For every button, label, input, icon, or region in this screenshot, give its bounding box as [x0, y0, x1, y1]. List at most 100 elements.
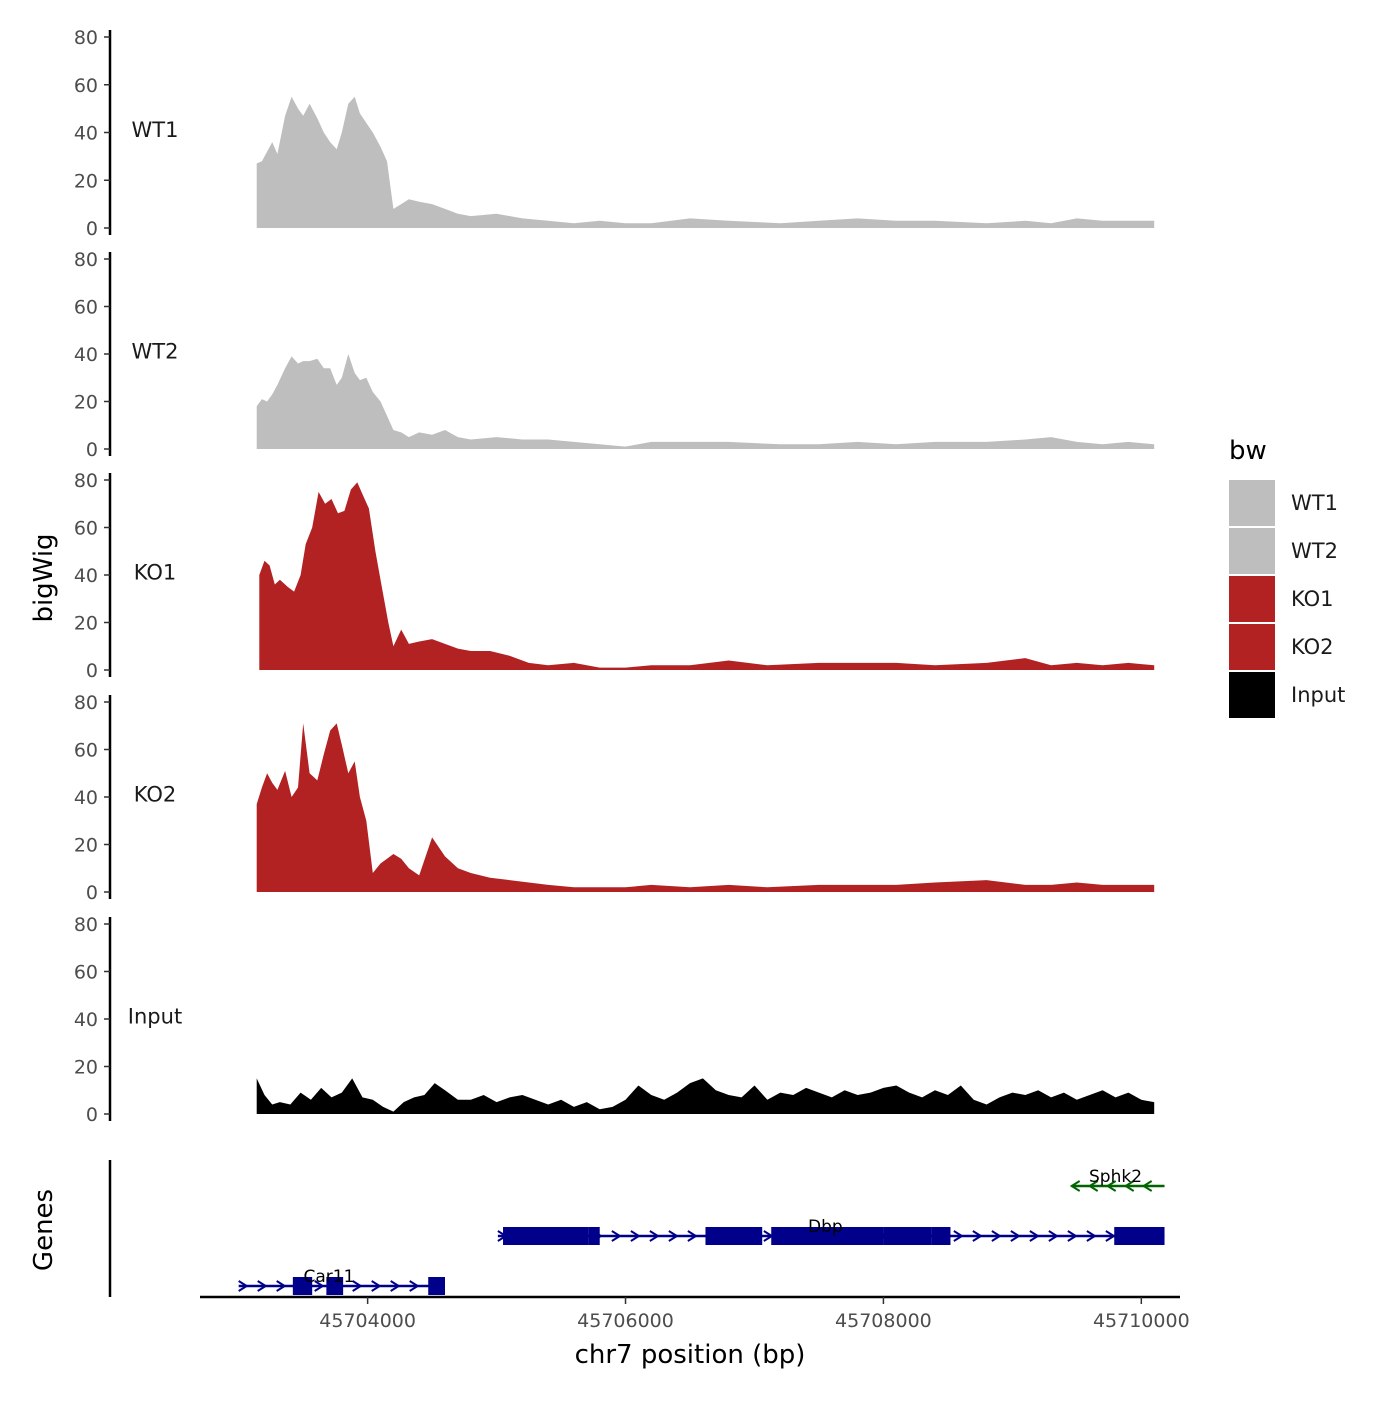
y-axis-title: bigWig — [29, 533, 59, 622]
legend-label: Input — [1291, 683, 1345, 707]
legend-label: KO1 — [1291, 587, 1334, 611]
exon — [503, 1227, 589, 1245]
exon — [326, 1277, 344, 1295]
y-tick-label: 80 — [74, 470, 98, 492]
x-axis: 45704000 45706000 45708000 45710000 — [200, 1295, 1190, 1332]
strand-arrow — [352, 1280, 363, 1292]
track-label: WT2 — [132, 340, 179, 364]
area-ko1 — [259, 482, 1155, 670]
strand-arrow — [1069, 1180, 1081, 1192]
legend: bw WT1 WT2 KO1 KO2 Input — [1229, 436, 1345, 718]
strand-arrow — [1141, 1180, 1153, 1192]
legend-label: WT1 — [1291, 491, 1338, 515]
y-tick-label: 20 — [74, 170, 98, 192]
gene-label: Dbp — [808, 1217, 843, 1237]
area-wt1 — [256, 96, 1155, 228]
strand-arrow — [314, 1280, 325, 1292]
exon — [428, 1277, 445, 1295]
legend-label: KO2 — [1291, 635, 1334, 659]
strand-arrow — [238, 1280, 249, 1292]
y-tick-label: 0 — [86, 660, 98, 682]
track-ko2: 0 20 40 60 80 KO2 — [74, 692, 1155, 904]
strand-arrow — [1105, 1230, 1116, 1242]
area-input — [256, 1078, 1155, 1114]
gene-sphk2: Sphk2 — [1069, 1167, 1165, 1192]
track-label: KO1 — [134, 561, 177, 585]
strand-arrow — [649, 1230, 660, 1242]
y-tick-label: 80 — [74, 27, 98, 49]
y-tick-label: 60 — [74, 962, 98, 984]
track-label: Input — [128, 1005, 182, 1029]
track-input: 0 20 40 60 80 Input — [74, 914, 1155, 1126]
y-tick-label: 40 — [74, 1009, 98, 1031]
area-wt2 — [256, 354, 1155, 449]
legend-label: WT2 — [1291, 539, 1338, 563]
strand-arrow — [276, 1280, 287, 1292]
strand-arrow — [1086, 1230, 1097, 1242]
track-ko1: 0 20 40 60 80 KO1 — [74, 470, 1155, 682]
legend-swatch — [1229, 576, 1275, 622]
gene-track: Car11 Dbp Sphk2 — [108, 1160, 1165, 1297]
x-tick-label: 45706000 — [577, 1310, 674, 1332]
x-tick-label: 45704000 — [319, 1310, 416, 1332]
strand-arrow — [953, 1230, 964, 1242]
y-tick-label: 40 — [74, 344, 98, 366]
exon — [588, 1227, 600, 1245]
strand-arrow — [390, 1280, 401, 1292]
y-tick-label: 20 — [74, 1057, 98, 1079]
gene-label: Car11 — [303, 1267, 354, 1287]
track-wt1: 0 20 40 60 80 WT1 — [74, 27, 1155, 240]
track-label: WT1 — [132, 118, 179, 142]
legend-swatch — [1229, 624, 1275, 670]
y-tick-label: 20 — [74, 392, 98, 414]
legend-swatch — [1229, 480, 1275, 526]
y-tick-label: 40 — [74, 787, 98, 809]
x-tick-label: 45710000 — [1093, 1310, 1190, 1332]
y-tick-label: 0 — [86, 882, 98, 904]
x-tick-label: 45708000 — [835, 1310, 932, 1332]
y-tick-label: 20 — [74, 613, 98, 635]
legend-title: bw — [1229, 436, 1267, 466]
strand-arrow — [1010, 1230, 1021, 1242]
gene-dbp: Dbp — [497, 1217, 1165, 1245]
track-wt2: 0 20 40 60 80 WT2 — [74, 249, 1155, 461]
strand-arrow — [1048, 1230, 1059, 1242]
genes-axis-title: Genes — [29, 1189, 59, 1271]
strand-arrow — [1123, 1180, 1135, 1192]
y-tick-label: 20 — [74, 835, 98, 857]
track-label: KO2 — [134, 783, 177, 807]
strand-arrow — [257, 1280, 268, 1292]
exon — [705, 1227, 763, 1245]
legend-swatch — [1229, 672, 1275, 718]
y-tick-label: 40 — [74, 565, 98, 587]
exon — [1114, 1227, 1165, 1245]
y-tick-label: 0 — [86, 218, 98, 240]
y-tick-label: 60 — [74, 75, 98, 97]
exon — [292, 1277, 313, 1295]
y-tick-label: 80 — [74, 914, 98, 936]
strand-arrow — [371, 1280, 382, 1292]
y-tick-label: 0 — [86, 1104, 98, 1126]
y-tick-label: 80 — [74, 249, 98, 271]
y-tick-label: 60 — [74, 740, 98, 762]
exon — [771, 1227, 884, 1245]
strand-arrow — [1029, 1230, 1040, 1242]
legend-swatch — [1229, 528, 1275, 574]
bigwig-tracks: 0 20 40 60 80 WT1 0 20 40 60 80 WT2 0 20 40 60 80 KO1 0 20 4… — [74, 27, 1155, 1126]
y-tick-label: 60 — [74, 518, 98, 540]
strand-arrow — [1067, 1230, 1078, 1242]
strand-arrow — [991, 1230, 1002, 1242]
gene-car11: Car11 — [238, 1267, 445, 1295]
exon — [883, 1227, 932, 1245]
strand-arrow — [972, 1230, 983, 1242]
area-ko2 — [256, 723, 1155, 892]
strand-arrow — [1087, 1180, 1099, 1192]
y-tick-label: 60 — [74, 297, 98, 319]
x-axis-title: chr7 position (bp) — [575, 1340, 806, 1370]
strand-arrow — [687, 1230, 698, 1242]
gene-label: Sphk2 — [1089, 1167, 1142, 1187]
strand-arrow — [1105, 1180, 1117, 1192]
y-tick-label: 0 — [86, 439, 98, 461]
